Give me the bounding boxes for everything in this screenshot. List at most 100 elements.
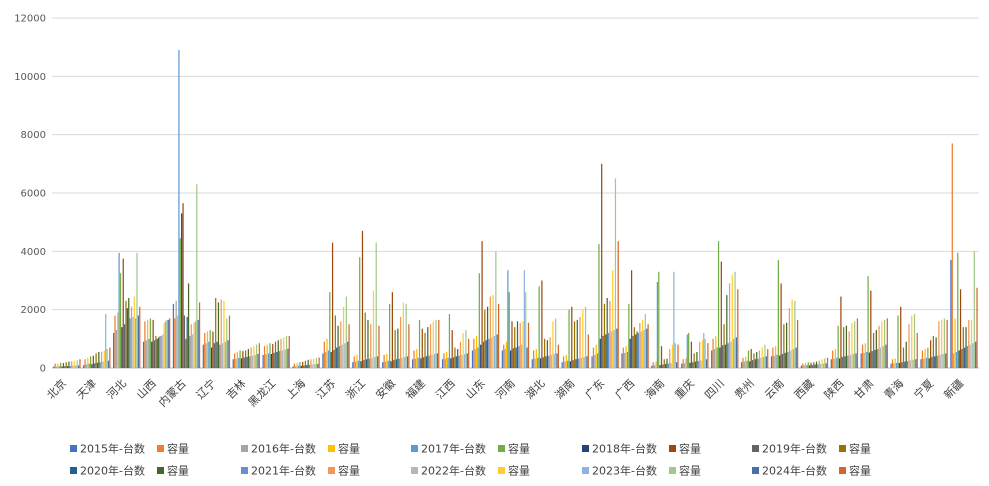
bar [663,359,665,368]
bar [830,359,832,368]
y-axis: 0 2000 4000 6000 8000 10000 12000 [14,14,46,375]
bar [344,343,346,368]
bar [172,303,175,368]
bar [617,241,619,369]
bar [662,364,664,368]
bar [315,358,318,368]
bar [182,203,184,368]
bar [169,318,171,368]
bar [217,302,220,369]
bar [800,365,803,368]
bar [743,361,745,368]
bar [965,327,967,368]
bar [192,334,194,368]
legend-swatch [669,467,676,474]
bar [622,347,624,368]
bar [519,322,521,368]
bar [920,359,922,368]
bar [518,346,520,369]
x-tick-label: 浙江 [343,377,368,402]
y-tick-label: 4000 [21,247,46,258]
bar [478,273,480,368]
bar [302,361,304,369]
y-tick-label: 8000 [21,130,46,141]
bar [149,318,152,368]
bar [658,271,660,368]
bar [962,327,964,368]
bar [681,363,683,369]
legend-label: 2017年-台数 [421,442,486,456]
bar [491,337,493,369]
bar [870,290,872,368]
bar [897,315,899,368]
bar [98,351,100,368]
legend-swatch [328,445,335,452]
bar [455,356,457,368]
bar [224,341,226,368]
x-tick-label: 黑龙江 [246,377,279,410]
legend: 2015年-台数 容量 2016年-台数 容量 2017年-台数 容量 2018年-台数 容量… [70,442,871,478]
bar [176,315,179,368]
bar [115,330,117,368]
bar [247,349,249,368]
bar [531,359,533,368]
bar [730,341,732,368]
bar [353,356,355,368]
bar [795,347,797,368]
bar [95,353,97,368]
legend-label: 容量 [679,442,701,456]
bar [643,330,645,368]
bar [751,360,754,369]
bar [296,363,298,368]
bar [704,338,706,368]
bar [809,365,811,369]
bar [268,353,270,368]
bar [102,361,104,368]
bar [144,321,146,368]
bar [164,321,167,368]
bar [516,321,519,368]
bar [875,330,877,368]
bar [297,365,300,368]
y-tick-label: 12000 [14,14,46,25]
bar [495,251,497,368]
bar [966,346,969,369]
legend-swatch [157,467,164,474]
bar [683,363,686,368]
bar [567,360,569,368]
bar [671,344,674,368]
bar [389,303,391,368]
bar [667,363,669,369]
bar [393,360,395,369]
bar [607,333,610,368]
bar [728,283,731,368]
bar [221,343,224,368]
legend-swatch [839,445,846,452]
bar [360,361,362,368]
legend-label: 2018年-台数 [592,442,657,456]
bar [363,360,365,369]
bar [375,242,377,368]
bar [279,351,281,368]
bar [213,343,215,368]
bar [761,347,763,368]
bar [167,319,169,369]
bar [564,361,566,368]
bar [186,316,188,368]
bar [105,314,107,368]
bar [533,350,535,368]
bar [840,296,842,368]
bar [612,270,614,368]
bar [576,319,578,369]
y-tick-label: 2000 [21,305,46,316]
bar [900,306,902,368]
x-tick-label: 海南 [642,376,667,401]
bar [578,358,580,368]
bar [507,270,509,368]
bar [878,325,880,368]
bar [285,335,288,368]
bar [916,333,918,368]
legend-label: 2015年-台数 [80,442,145,456]
bar [925,357,928,368]
bar [390,361,392,368]
